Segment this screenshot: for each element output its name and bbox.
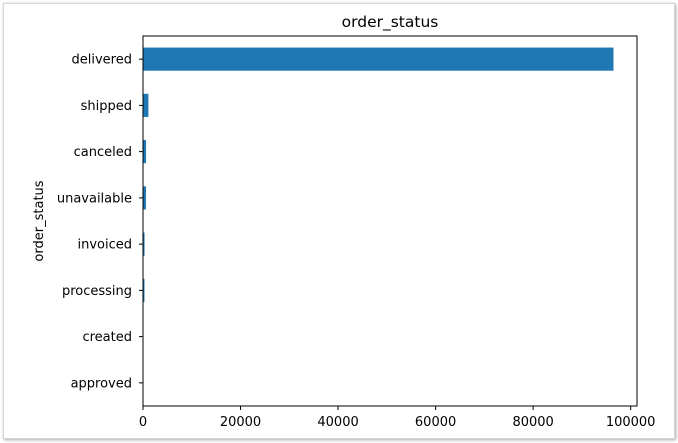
- x-tick-label: 20000: [220, 415, 261, 430]
- x-tick-label: 80000: [512, 415, 553, 430]
- bar-unavailable: [143, 186, 146, 210]
- x-axis-ticks: 0 20000 40000 60000 80000 100000: [139, 406, 656, 430]
- y-tick-label: shipped: [81, 99, 132, 114]
- x-tick-label: 100000: [606, 415, 656, 430]
- bars-group: [143, 47, 614, 395]
- chart-title: order_status: [342, 13, 439, 32]
- y-axis-label: order_status: [32, 180, 47, 261]
- bar-processing: [143, 278, 145, 302]
- chart-frame: [3, 3, 675, 439]
- bar-invoiced: [143, 232, 145, 256]
- y-tick-label: approved: [71, 376, 132, 391]
- y-tick-label: canceled: [74, 145, 132, 160]
- bar-canceled: [143, 140, 147, 164]
- y-tick-label: invoiced: [77, 238, 132, 253]
- y-tick-label: unavailable: [57, 191, 132, 206]
- x-tick-label: 0: [139, 415, 147, 430]
- y-tick-label: delivered: [72, 53, 132, 68]
- x-tick-label: 40000: [317, 415, 358, 430]
- plot-area-border: [142, 35, 638, 407]
- bar-delivered: [143, 47, 614, 71]
- y-tick-label: created: [82, 330, 132, 345]
- y-tick-label: processing: [62, 284, 132, 299]
- y-axis-ticks: delivered shipped canceled unavailable invoi…: [57, 53, 143, 391]
- x-tick-label: 60000: [415, 415, 456, 430]
- bar-shipped: [143, 93, 149, 117]
